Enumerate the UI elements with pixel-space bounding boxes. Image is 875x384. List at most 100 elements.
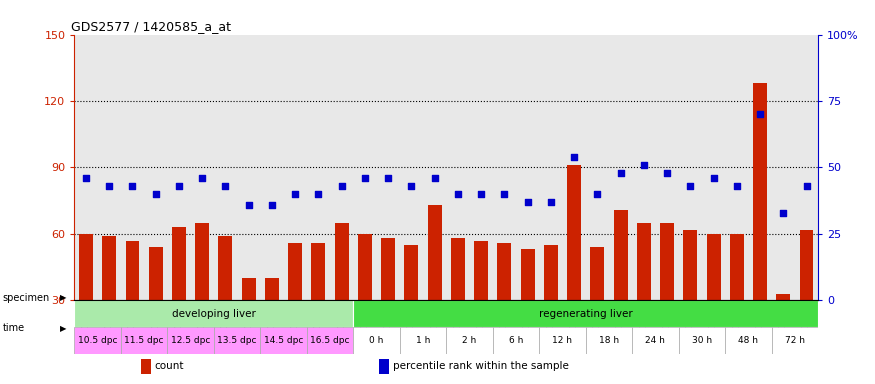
- Bar: [125, 241, 139, 300]
- Bar: [446, 327, 493, 354]
- Bar: [521, 250, 535, 300]
- Bar: [142, 359, 151, 374]
- Text: 30 h: 30 h: [692, 336, 712, 345]
- Bar: [539, 327, 585, 354]
- Text: count: count: [155, 361, 185, 371]
- Bar: [776, 294, 790, 300]
- Bar: [544, 245, 558, 300]
- Bar: [195, 223, 209, 300]
- Text: 12.5 dpc: 12.5 dpc: [171, 336, 210, 345]
- Point: [753, 111, 767, 118]
- Bar: [428, 205, 442, 300]
- Point: [334, 183, 348, 189]
- Bar: [707, 234, 720, 300]
- Point: [102, 183, 116, 189]
- Bar: [380, 359, 389, 374]
- Point: [79, 175, 93, 181]
- Bar: [354, 300, 818, 327]
- Bar: [382, 238, 396, 300]
- Point: [288, 191, 302, 197]
- Text: 18 h: 18 h: [598, 336, 619, 345]
- Text: ▶: ▶: [60, 293, 66, 302]
- Text: percentile rank within the sample: percentile rank within the sample: [393, 361, 569, 371]
- Text: 48 h: 48 h: [738, 336, 759, 345]
- Bar: [660, 223, 674, 300]
- Bar: [74, 300, 354, 327]
- Text: 10.5 dpc: 10.5 dpc: [78, 336, 117, 345]
- Point: [800, 183, 814, 189]
- Point: [358, 175, 372, 181]
- Point: [567, 154, 581, 160]
- Text: 11.5 dpc: 11.5 dpc: [124, 336, 164, 345]
- Bar: [400, 327, 446, 354]
- Point: [591, 191, 605, 197]
- Point: [730, 183, 744, 189]
- Bar: [312, 243, 326, 300]
- Bar: [354, 327, 400, 354]
- Bar: [334, 223, 348, 300]
- Bar: [493, 327, 539, 354]
- Bar: [772, 327, 818, 354]
- Bar: [288, 243, 302, 300]
- Bar: [637, 223, 651, 300]
- Bar: [149, 247, 163, 300]
- Point: [172, 183, 186, 189]
- Point: [544, 199, 558, 205]
- Text: 72 h: 72 h: [785, 336, 805, 345]
- Text: GDS2577 / 1420585_a_at: GDS2577 / 1420585_a_at: [71, 20, 231, 33]
- Bar: [404, 245, 418, 300]
- Point: [265, 202, 279, 208]
- Bar: [242, 278, 256, 300]
- Point: [382, 175, 396, 181]
- Point: [404, 183, 418, 189]
- Bar: [451, 238, 465, 300]
- Bar: [74, 327, 121, 354]
- Bar: [172, 227, 186, 300]
- Text: 12 h: 12 h: [552, 336, 572, 345]
- Bar: [613, 210, 627, 300]
- Bar: [683, 230, 697, 300]
- Text: 0 h: 0 h: [369, 336, 384, 345]
- Point: [451, 191, 465, 197]
- Bar: [730, 234, 744, 300]
- Text: 16.5 dpc: 16.5 dpc: [311, 336, 350, 345]
- Point: [613, 170, 627, 176]
- Point: [428, 175, 442, 181]
- Bar: [265, 278, 279, 300]
- Text: 2 h: 2 h: [462, 336, 477, 345]
- Bar: [102, 236, 116, 300]
- Bar: [214, 327, 261, 354]
- Bar: [585, 327, 632, 354]
- Text: regenerating liver: regenerating liver: [539, 309, 633, 319]
- Bar: [567, 165, 581, 300]
- Point: [706, 175, 720, 181]
- Bar: [121, 327, 167, 354]
- Bar: [474, 241, 488, 300]
- Point: [312, 191, 326, 197]
- Bar: [307, 327, 354, 354]
- Point: [776, 210, 790, 216]
- Bar: [679, 327, 725, 354]
- Text: 14.5 dpc: 14.5 dpc: [264, 336, 304, 345]
- Bar: [497, 243, 511, 300]
- Point: [125, 183, 139, 189]
- Bar: [800, 230, 814, 300]
- Text: developing liver: developing liver: [172, 309, 255, 319]
- Point: [242, 202, 256, 208]
- Text: 1 h: 1 h: [416, 336, 430, 345]
- Bar: [725, 327, 772, 354]
- Point: [497, 191, 511, 197]
- Bar: [167, 327, 214, 354]
- Point: [219, 183, 233, 189]
- Bar: [591, 247, 605, 300]
- Point: [474, 191, 488, 197]
- Bar: [261, 327, 307, 354]
- Text: specimen: specimen: [3, 293, 50, 303]
- Text: ▶: ▶: [60, 324, 66, 333]
- Bar: [753, 83, 767, 300]
- Point: [683, 183, 697, 189]
- Bar: [219, 236, 233, 300]
- Text: time: time: [3, 323, 24, 333]
- Point: [637, 162, 651, 168]
- Text: 13.5 dpc: 13.5 dpc: [217, 336, 257, 345]
